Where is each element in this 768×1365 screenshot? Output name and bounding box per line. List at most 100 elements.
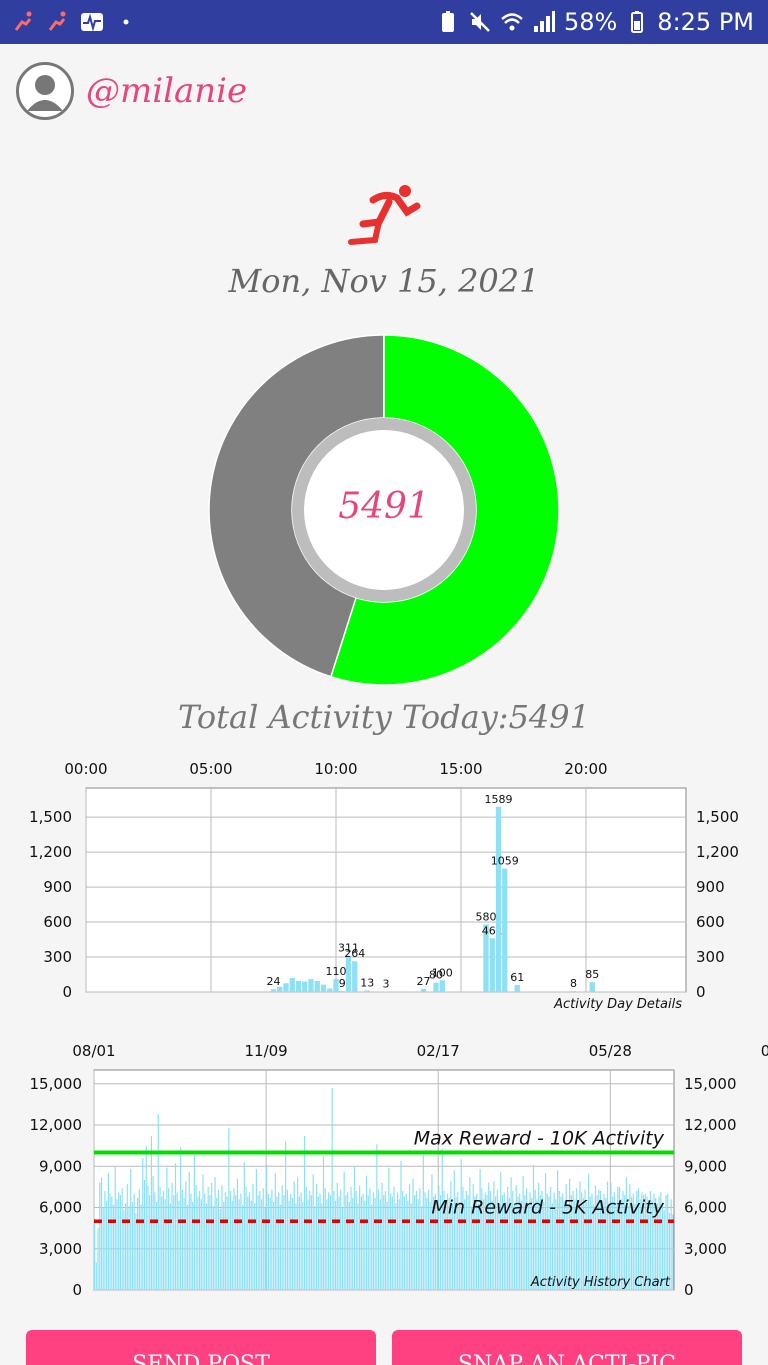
- history-bar: [276, 1196, 278, 1290]
- activity-date: Mon, Nov 15, 2021: [228, 262, 540, 300]
- y-tick-label: 1,200: [29, 843, 72, 861]
- history-bar: [515, 1185, 517, 1290]
- bar-value-label: 580: [476, 910, 497, 923]
- history-bar: [99, 1182, 101, 1290]
- history-bar: [329, 1195, 331, 1290]
- history-bar: [586, 1202, 588, 1290]
- history-bar: [298, 1196, 301, 1290]
- history-bar: [630, 1196, 633, 1290]
- bar-value-label: 100: [432, 966, 453, 979]
- history-bar: [228, 1127, 230, 1290]
- send-post-button[interactable]: SEND POST: [26, 1330, 376, 1365]
- history-bar: [157, 1114, 159, 1290]
- history-bar: [281, 1185, 283, 1290]
- activity-history-chart: 08/01 11/09 02/17 05/28 09/05 0 0 3,000 3,000 6,0…: [30, 1042, 768, 1298]
- y-tick-label-right: 900: [696, 878, 725, 896]
- avatar-icon[interactable]: [16, 62, 74, 120]
- history-bar: [446, 1193, 449, 1290]
- history-bar: [257, 1195, 259, 1290]
- runner-logo-icon: [348, 185, 421, 245]
- history-bar: [133, 1193, 135, 1290]
- history-bar: [577, 1206, 579, 1290]
- history-bar: [135, 1213, 137, 1290]
- history-bar: [465, 1191, 467, 1290]
- x-tick-label: 15:00: [439, 760, 482, 778]
- history-bar: [458, 1202, 461, 1290]
- history-bar: [469, 1177, 471, 1290]
- history-bar: [637, 1188, 640, 1290]
- history-bar: [106, 1200, 108, 1290]
- history-bar: [381, 1182, 383, 1290]
- y-tick-label: 0: [62, 983, 72, 1001]
- history-bar: [322, 1156, 325, 1290]
- snap-activity-pic-button[interactable]: SNAP AN ACTI-PIC: [392, 1330, 742, 1365]
- history-bar: [510, 1177, 512, 1290]
- y-tick-label-right: 1,500: [696, 808, 739, 826]
- history-bar: [340, 1189, 342, 1290]
- history-bar: [352, 1197, 354, 1290]
- x-tick-label: 02/17: [417, 1042, 460, 1060]
- history-bar: [224, 1192, 227, 1290]
- history-bar: [233, 1188, 235, 1290]
- history-bar: [524, 1195, 526, 1290]
- notification-icons: [12, 10, 138, 34]
- history-bar: [200, 1199, 202, 1290]
- history-bar: [668, 1213, 671, 1290]
- history-bar: [198, 1191, 201, 1290]
- history-bar: [508, 1197, 510, 1290]
- day-bar: [489, 938, 495, 992]
- history-bar: [116, 1199, 118, 1290]
- bar-value-label: 1589: [485, 793, 513, 806]
- history-bar: [534, 1189, 536, 1290]
- chart-title: Activity Day Details: [553, 997, 682, 1012]
- history-bar: [266, 1164, 268, 1290]
- history-bar: [643, 1195, 645, 1290]
- history-bar: [426, 1197, 428, 1290]
- username[interactable]: @milanie: [86, 71, 248, 111]
- history-bar: [479, 1169, 481, 1290]
- history-bar: [582, 1197, 584, 1290]
- y-tick-label: 600: [43, 913, 72, 931]
- y-tick-label: 300: [43, 948, 72, 966]
- history-bar: [431, 1174, 433, 1290]
- history-bar: [302, 1202, 304, 1290]
- bar-value-label: 9: [339, 977, 346, 990]
- history-bar: [396, 1192, 399, 1290]
- history-bar: [205, 1203, 208, 1290]
- bar-value-label: 13: [360, 976, 374, 989]
- profile-header[interactable]: @milanie: [16, 62, 247, 120]
- bar-value-label: 110: [326, 965, 347, 978]
- history-bar: [415, 1191, 418, 1290]
- history-bar: [365, 1175, 368, 1290]
- history-bar: [417, 1199, 419, 1290]
- history-bar: [309, 1191, 311, 1290]
- day-bar: [570, 991, 577, 992]
- bar-value-label: 264: [344, 947, 365, 960]
- history-bar: [364, 1200, 366, 1290]
- history-bar: [627, 1206, 629, 1290]
- history-bar: [321, 1203, 323, 1290]
- y-tick-label: 3,000: [39, 1240, 82, 1258]
- history-bar: [486, 1195, 488, 1290]
- history-bar: [484, 1192, 486, 1290]
- battery-icon: [631, 11, 644, 33]
- history-bar: [658, 1196, 660, 1290]
- history-bar: [414, 1195, 416, 1290]
- history-bar: [520, 1200, 523, 1290]
- history-bar: [575, 1188, 578, 1290]
- day-bar: [483, 924, 489, 992]
- day-bar: [308, 979, 314, 992]
- history-bar: [656, 1203, 658, 1290]
- history-bar: [594, 1185, 597, 1290]
- history-bar: [670, 1199, 672, 1290]
- history-bar: [290, 1193, 292, 1290]
- history-bar: [293, 1181, 295, 1290]
- history-bar: [572, 1191, 574, 1290]
- history-bar: [467, 1195, 469, 1290]
- bar-value-label: 85: [585, 968, 599, 981]
- history-bar: [410, 1203, 412, 1290]
- history-bar: [145, 1145, 147, 1290]
- bar-value-label: 311: [338, 942, 359, 955]
- history-bar: [279, 1204, 282, 1290]
- history-bar: [310, 1195, 313, 1290]
